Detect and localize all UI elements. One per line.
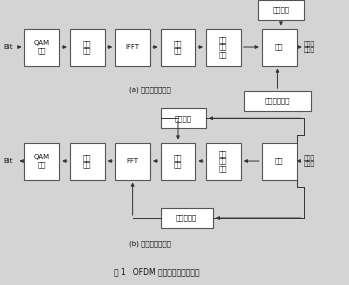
Text: 移去
保护
间隔: 移去 保护 间隔	[219, 150, 228, 172]
FancyBboxPatch shape	[262, 28, 297, 66]
Text: 正交数
字信号: 正交数 字信号	[304, 41, 315, 53]
Text: 图 1   OFDM 基带信号处理原理图: 图 1 OFDM 基带信号处理原理图	[114, 268, 200, 277]
FancyBboxPatch shape	[161, 208, 213, 228]
Text: 串并
变换: 串并 变换	[174, 154, 182, 168]
Text: 并串
变换: 并串 变换	[83, 154, 91, 168]
Text: Bit: Bit	[3, 44, 13, 50]
Text: IFFT: IFFT	[126, 44, 140, 50]
Text: Bit: Bit	[3, 158, 13, 164]
FancyBboxPatch shape	[262, 142, 297, 180]
Text: 正交数
字信号: 正交数 字信号	[304, 155, 315, 167]
Text: 解帧: 解帧	[275, 158, 283, 164]
Text: 组帧: 组帧	[275, 44, 283, 50]
Text: FFT: FFT	[127, 158, 139, 164]
FancyBboxPatch shape	[206, 28, 241, 66]
FancyBboxPatch shape	[161, 28, 195, 66]
FancyBboxPatch shape	[258, 0, 304, 20]
Text: (b) 接收机工作原理: (b) 接收机工作原理	[129, 240, 171, 247]
Text: 并串
变换: 并串 变换	[174, 40, 182, 54]
Text: 信道估计序列: 信道估计序列	[265, 98, 290, 105]
FancyBboxPatch shape	[24, 142, 59, 180]
Text: 捕获与同步: 捕获与同步	[176, 215, 197, 221]
Text: QAM
解调: QAM 解调	[34, 154, 50, 168]
FancyBboxPatch shape	[115, 28, 150, 66]
FancyBboxPatch shape	[70, 142, 105, 180]
FancyBboxPatch shape	[161, 142, 195, 180]
FancyBboxPatch shape	[206, 142, 241, 180]
Text: QAM
调制: QAM 调制	[34, 40, 50, 54]
Text: 同步序列: 同步序列	[273, 7, 289, 13]
FancyBboxPatch shape	[115, 142, 150, 180]
Text: 信道估计: 信道估计	[175, 115, 192, 122]
Text: 插入
保护
间隔: 插入 保护 间隔	[219, 36, 228, 58]
FancyBboxPatch shape	[244, 91, 311, 111]
FancyBboxPatch shape	[161, 108, 206, 128]
FancyBboxPatch shape	[24, 28, 59, 66]
FancyBboxPatch shape	[70, 28, 105, 66]
Text: 串并
变换: 串并 变换	[83, 40, 91, 54]
Text: (a) 发射机工作原理: (a) 发射机工作原理	[129, 86, 171, 93]
